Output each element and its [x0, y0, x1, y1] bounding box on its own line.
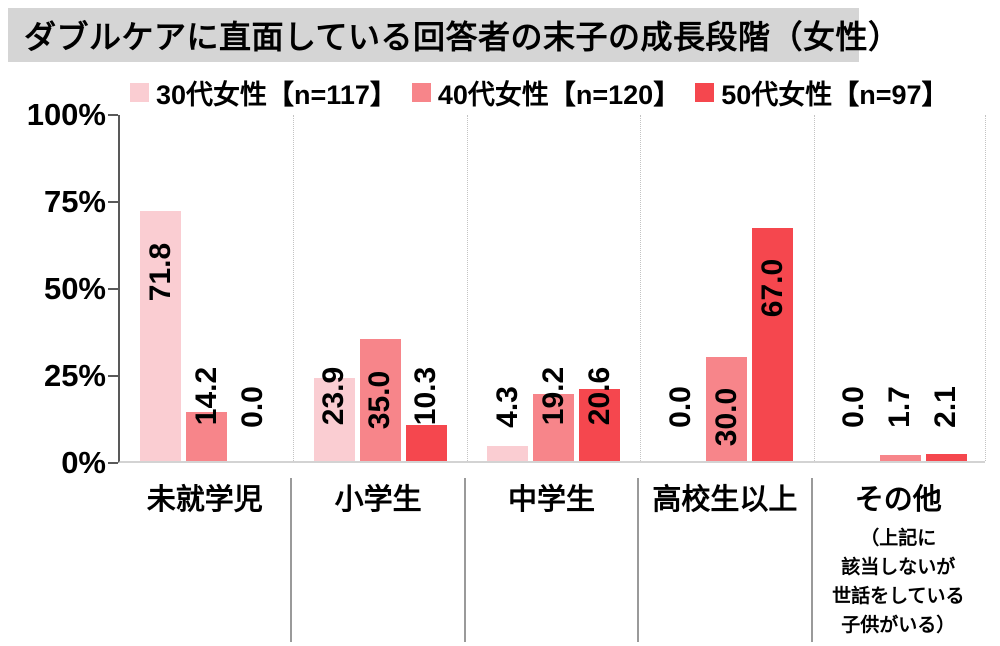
legend-swatch-icon	[130, 82, 149, 102]
legend-label: 30代女性【n=117】	[156, 79, 397, 110]
x-axis: 未就学児 小学生 中学生 高校生以上 その他 （上記に該当しないが 世話をしている 子供がいる…	[118, 478, 985, 646]
y-axis-tick	[108, 114, 118, 116]
bar-s0-c1	[313, 377, 355, 461]
bar-s2-c1	[405, 425, 447, 461]
legend-swatch-icon	[411, 82, 431, 102]
legend-item-2: 50代女性【n=97】	[695, 73, 949, 112]
bar-value-label: 4.3	[490, 386, 524, 428]
chart-title: ダブルケアに直面している回答者の末子の成長段階（女性）	[8, 8, 900, 62]
bar-s2-c2	[579, 389, 620, 461]
bar-s1-c0	[186, 411, 228, 461]
y-axis-tick-label: 0%	[61, 445, 106, 480]
bar-s0-c2	[487, 446, 528, 461]
bar-value-label: 30.0	[709, 387, 743, 447]
legend-label: 40代女性【n=120】	[437, 79, 681, 110]
category-separator-dotted	[985, 115, 986, 461]
bar-value-label: 19.2	[536, 366, 570, 425]
y-axis-tick-label: 75%	[43, 184, 106, 219]
legend-swatch-icon	[695, 82, 715, 102]
legend: 30代女性【n=117】 40代女性【n=120】 50代女性【n=97】	[130, 74, 990, 110]
category-separator-dotted	[466, 115, 468, 461]
category-note-line: 該当しないが	[841, 557, 956, 578]
category-separator-dotted	[813, 115, 815, 461]
y-axis-tick	[108, 288, 118, 290]
y-axis-tick	[108, 462, 118, 464]
bar-value-label: 0.0	[235, 386, 269, 428]
bar-value-label: 0.0	[663, 386, 697, 428]
category-note-line: （上記に	[860, 528, 937, 549]
y-axis-tick-label: 100%	[26, 97, 106, 132]
bar-value-label: 71.8	[143, 242, 177, 301]
category-label-0: 未就学児	[146, 484, 263, 516]
bar-value-label: 20.6	[582, 366, 616, 425]
category-note-line: 子供がいる）	[841, 615, 956, 636]
y-axis-tick-label: 25%	[43, 358, 106, 393]
bar-value-label: 67.0	[755, 259, 789, 318]
bar-value-label: 35.0	[363, 370, 397, 429]
category-separator-solid	[290, 478, 293, 642]
category-note-line: 世話をしている	[832, 586, 965, 607]
category-label-4: その他	[854, 484, 942, 516]
legend-label: 50代女性【n=97】	[721, 79, 949, 110]
bar-s1-c4	[879, 455, 921, 461]
bar-value-label: 10.3	[409, 366, 443, 425]
category-separator-solid	[810, 478, 813, 642]
y-axis-tick	[108, 375, 118, 377]
bar-value-label: 0.0	[837, 386, 871, 428]
y-axis-tick	[108, 201, 118, 203]
category-separator-solid	[463, 478, 466, 642]
legend-item-1: 40代女性【n=120】	[411, 73, 681, 112]
bar-s1-c1	[359, 339, 401, 461]
category-separator-dotted	[293, 115, 295, 461]
category-separator-solid	[637, 478, 640, 642]
bar-value-label: 14.2	[189, 366, 223, 425]
bar-value-label: 23.9	[317, 366, 351, 425]
bar-value-label: 1.7	[883, 386, 917, 428]
y-axis-tick-label: 50%	[43, 271, 106, 306]
bar-s0-c0	[140, 211, 182, 461]
last-category-note: （上記に該当しないが 世話をしている 子供がいる）	[812, 524, 985, 640]
bar-s2-c3	[752, 227, 794, 461]
category-label-3: 高校生以上	[652, 484, 798, 516]
bar-s2-c4	[925, 453, 967, 461]
legend-item-0: 30代女性【n=117】	[130, 73, 397, 112]
plot-area: 71.8 23.9 4.3 0.0 0.0 14.2 35.0 19.2 30.0 1.7 0.0 1…	[118, 115, 986, 463]
bar-s1-c2	[533, 394, 574, 461]
bar-value-label: 2.1	[929, 386, 963, 428]
category-label-2: 中学生	[507, 484, 595, 516]
bar-s1-c3	[706, 356, 748, 461]
category-separator-dotted	[640, 115, 642, 461]
category-label-1: 小学生	[334, 484, 422, 516]
